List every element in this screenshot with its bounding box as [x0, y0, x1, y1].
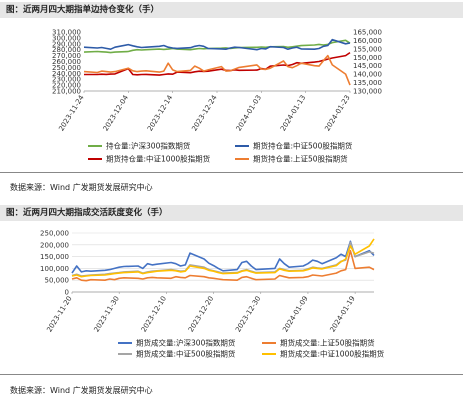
y-left-tick-label: 310,000 [52, 29, 81, 37]
y-right-tick-label: 145,000 [353, 62, 382, 70]
chart1-title: 图：近两月四大期指单边持仓变化（手） [0, 2, 463, 18]
y-left-tick-label: 150,000 [40, 253, 69, 261]
chart1-svg: 210,000220,000230,000240,000250,000260,0… [52, 29, 382, 164]
divider-1 [0, 172, 463, 173]
x-tick-label: 2024-01-19 [328, 295, 356, 334]
chart2-svg: 0 50,000 100,000 150,000 200,000 250,000 2023-… [40, 230, 385, 359]
series-line-1 [71, 240, 375, 274]
legend-label-4: 期货持仓量:上证50股指期货 [253, 154, 348, 164]
y-left-tick-label: 260,000 [52, 58, 81, 66]
y-left-tick-label: 100,000 [40, 265, 69, 273]
legend-label-1: 持仓量:沪深300指数期货 [106, 141, 191, 151]
y-left-tick-label: 210,000 [52, 88, 81, 96]
y-right-tick-label: 155,000 [353, 45, 382, 53]
y-left-tick-label: 200,000 [40, 241, 69, 249]
chart2-source: 数据来源：Wind 广发期货发展研究中心 [10, 386, 153, 395]
y-left-tick-label: 250,000 [40, 230, 69, 238]
y-left-tick-label: 290,000 [52, 40, 81, 48]
legend-label-1: 期货成交量:沪深300指数期货 [136, 338, 236, 348]
legend-label-2: 期货成交量:上证50股指期货 [280, 338, 375, 348]
y-right-tick-label: 135,000 [353, 79, 382, 87]
x-tick-label: 2023-11-30 [93, 295, 121, 334]
y-right-tick-label: 150,000 [353, 54, 382, 62]
chart2-title: 图：近两月四大期指成交活跃度变化（手） [0, 205, 463, 221]
y-left-tick-label: 270,000 [52, 52, 81, 60]
series-line-2 [83, 38, 351, 51]
y-right-tick-label: 160,000 [353, 37, 382, 45]
legend-label-2: 期货持仓量:中证500股指期货 [253, 141, 353, 151]
series-line-4 [71, 238, 375, 278]
divider-2 [0, 374, 463, 375]
legend-label-4: 期货成交量:中证1000股指期货 [280, 349, 385, 359]
x-tick-label: 2024-01-09 [281, 295, 309, 334]
x-tick-label: 2023-11-20 [45, 295, 73, 334]
legend-label-3: 期货持仓量:中证1000股指期货 [106, 154, 211, 164]
series-line-2 [71, 249, 375, 282]
y-left-tick-label: 250,000 [52, 64, 81, 72]
y-right-tick-label: 140,000 [353, 71, 382, 79]
y-left-tick-label: 220,000 [52, 82, 81, 90]
y-left-tick-label: 280,000 [52, 46, 81, 54]
chart1-source: 数据来源：Wind 广发期货发展研究中心 [10, 183, 153, 192]
x-tick-label: 2023-12-10 [140, 295, 168, 334]
y-left-tick-label: 300,000 [52, 34, 81, 42]
y-left-tick-label: 0 [65, 289, 69, 297]
y-right-tick-label: 130,000 [353, 88, 382, 96]
x-tick-label: 2023-12-30 [234, 295, 262, 334]
y-left-tick-label: 50,000 [45, 277, 70, 285]
y-left-tick-label: 230,000 [52, 76, 81, 84]
series-line-4 [83, 54, 351, 86]
y-left-tick-label: 240,000 [52, 70, 81, 78]
y-right-tick-label: 165,000 [353, 29, 382, 37]
x-tick-label: 2023-12-20 [187, 295, 215, 334]
legend-label-3: 期货成交量:中证500股指期货 [136, 349, 236, 359]
